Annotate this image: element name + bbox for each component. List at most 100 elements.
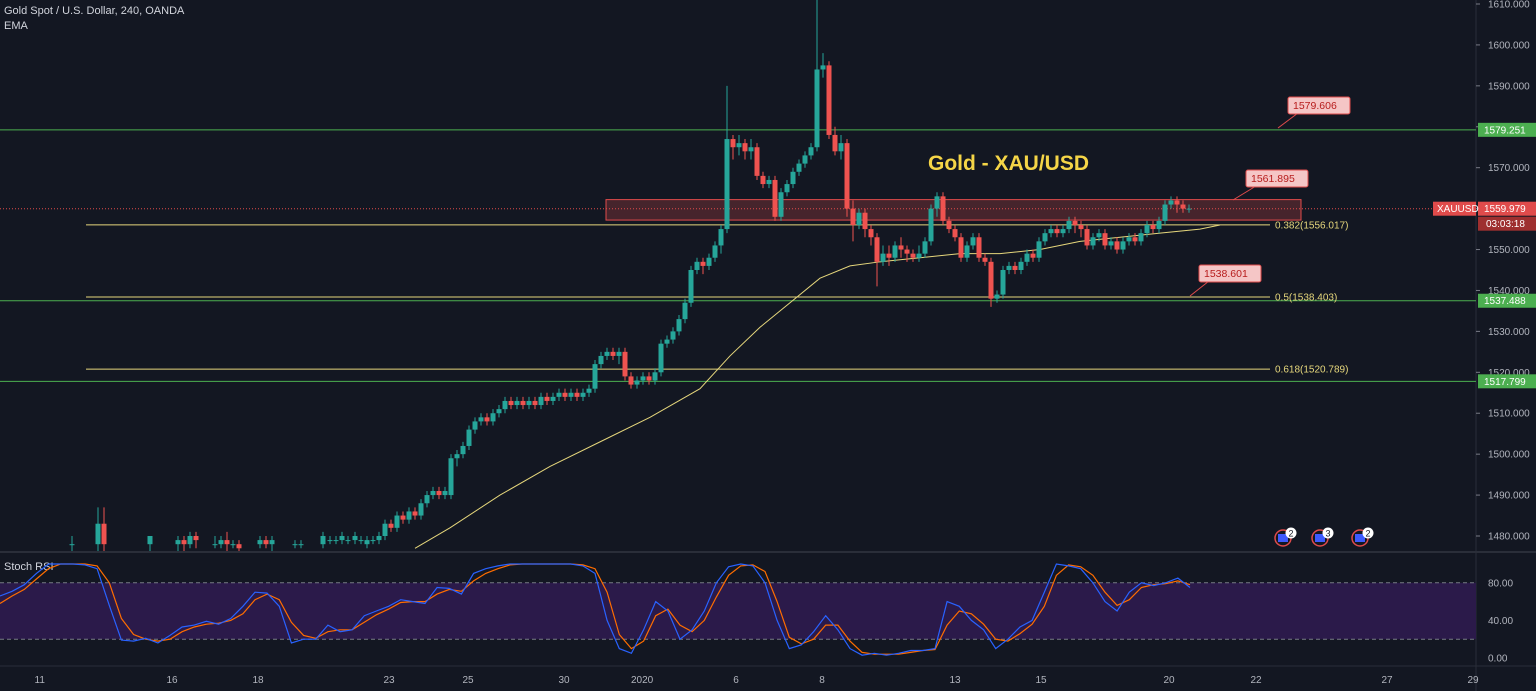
candle-body[interactable] bbox=[430, 490, 436, 496]
candle-body[interactable] bbox=[898, 245, 904, 250]
candle-body[interactable] bbox=[218, 540, 224, 545]
candle-body[interactable] bbox=[496, 409, 502, 414]
candle-body[interactable] bbox=[802, 155, 808, 164]
candle-body[interactable] bbox=[934, 196, 940, 209]
candle-body[interactable] bbox=[418, 503, 424, 516]
candle-body[interactable] bbox=[1108, 241, 1114, 246]
candle-body[interactable] bbox=[1048, 229, 1054, 234]
candle-body[interactable] bbox=[394, 515, 400, 528]
candle-body[interactable] bbox=[526, 400, 532, 406]
candle-body[interactable] bbox=[772, 179, 778, 217]
candle-body[interactable] bbox=[550, 396, 556, 401]
candle-body[interactable] bbox=[880, 253, 886, 262]
candle-body[interactable] bbox=[1174, 200, 1180, 205]
candle-body[interactable] bbox=[814, 69, 820, 148]
candle-body[interactable] bbox=[1006, 265, 1012, 270]
candle-body[interactable] bbox=[856, 212, 862, 225]
candle-body[interactable] bbox=[484, 417, 490, 422]
candle-body[interactable] bbox=[700, 261, 706, 266]
candle-body[interactable] bbox=[320, 536, 326, 545]
candle-body[interactable] bbox=[964, 245, 970, 258]
candle-body[interactable] bbox=[412, 511, 418, 516]
candle-body[interactable] bbox=[212, 544, 218, 546]
candle-body[interactable] bbox=[574, 392, 580, 397]
candle-body[interactable] bbox=[1132, 237, 1138, 242]
candle-body[interactable] bbox=[592, 364, 598, 389]
candle-body[interactable] bbox=[147, 536, 153, 545]
candle-body[interactable] bbox=[532, 400, 538, 406]
candle-body[interactable] bbox=[988, 261, 994, 299]
candle-body[interactable] bbox=[976, 237, 982, 258]
candle-body[interactable] bbox=[95, 523, 101, 545]
candle-body[interactable] bbox=[472, 421, 478, 430]
candle-body[interactable] bbox=[832, 134, 838, 152]
candle-body[interactable] bbox=[718, 229, 724, 246]
candle-body[interactable] bbox=[352, 536, 358, 541]
candle-body[interactable] bbox=[1018, 261, 1024, 270]
candle-body[interactable] bbox=[1024, 253, 1030, 262]
candle-body[interactable] bbox=[1126, 237, 1132, 242]
candle-body[interactable] bbox=[292, 544, 298, 546]
candle-body[interactable] bbox=[230, 544, 236, 546]
candle-body[interactable] bbox=[263, 540, 269, 545]
candle-body[interactable] bbox=[730, 139, 736, 148]
candle-body[interactable] bbox=[1000, 270, 1006, 295]
candle-body[interactable] bbox=[466, 429, 472, 446]
candle-body[interactable] bbox=[676, 319, 682, 332]
candle-body[interactable] bbox=[886, 253, 892, 258]
candle-body[interactable] bbox=[820, 65, 826, 70]
candle-body[interactable] bbox=[345, 540, 351, 542]
candle-body[interactable] bbox=[766, 179, 772, 185]
candle-body[interactable] bbox=[333, 540, 339, 542]
candle-body[interactable] bbox=[778, 192, 784, 217]
candle-body[interactable] bbox=[1054, 229, 1060, 234]
candle-body[interactable] bbox=[652, 372, 658, 381]
candle-body[interactable] bbox=[808, 147, 814, 156]
candle-body[interactable] bbox=[1120, 241, 1126, 250]
candle-body[interactable] bbox=[1168, 200, 1174, 205]
candle-body[interactable] bbox=[236, 544, 242, 549]
candle-body[interactable] bbox=[436, 490, 442, 496]
candle-body[interactable] bbox=[1144, 224, 1150, 234]
candle-body[interactable] bbox=[1138, 233, 1144, 242]
candle-body[interactable] bbox=[187, 536, 193, 545]
price-callout[interactable] bbox=[1287, 96, 1351, 115]
candle-body[interactable] bbox=[193, 536, 199, 541]
candle-body[interactable] bbox=[646, 376, 652, 381]
candle-body[interactable] bbox=[1078, 224, 1084, 230]
candle-body[interactable] bbox=[958, 237, 964, 258]
candle-body[interactable] bbox=[682, 302, 688, 320]
candle-body[interactable] bbox=[364, 540, 370, 545]
candle-body[interactable] bbox=[1102, 233, 1108, 246]
candle-body[interactable] bbox=[1066, 220, 1072, 230]
candle-body[interactable] bbox=[101, 523, 107, 545]
candle-body[interactable] bbox=[1186, 208, 1192, 210]
candle-body[interactable] bbox=[1156, 220, 1162, 230]
candle-body[interactable] bbox=[994, 294, 1000, 299]
candle-body[interactable] bbox=[784, 184, 790, 193]
candle-body[interactable] bbox=[796, 163, 802, 172]
candle-body[interactable] bbox=[844, 143, 850, 209]
candle-body[interactable] bbox=[1180, 204, 1186, 209]
candle-body[interactable] bbox=[754, 147, 760, 176]
candle-body[interactable] bbox=[982, 257, 988, 262]
candle-body[interactable] bbox=[460, 445, 466, 455]
candle-body[interactable] bbox=[69, 544, 75, 546]
candle-body[interactable] bbox=[874, 237, 880, 262]
candle-body[interactable] bbox=[760, 175, 766, 185]
candle-body[interactable] bbox=[736, 143, 742, 148]
candle-body[interactable] bbox=[520, 400, 526, 406]
candle-body[interactable] bbox=[478, 417, 484, 422]
candle-body[interactable] bbox=[269, 540, 275, 545]
candle-body[interactable] bbox=[339, 536, 345, 541]
candle-body[interactable] bbox=[448, 458, 454, 496]
candle-body[interactable] bbox=[748, 147, 754, 152]
candle-body[interactable] bbox=[706, 257, 712, 266]
candle-body[interactable] bbox=[298, 544, 304, 546]
candle-body[interactable] bbox=[376, 536, 382, 541]
candle-body[interactable] bbox=[598, 355, 604, 365]
candle-body[interactable] bbox=[862, 212, 868, 230]
candle-body[interactable] bbox=[742, 143, 748, 152]
candle-body[interactable] bbox=[664, 339, 670, 344]
